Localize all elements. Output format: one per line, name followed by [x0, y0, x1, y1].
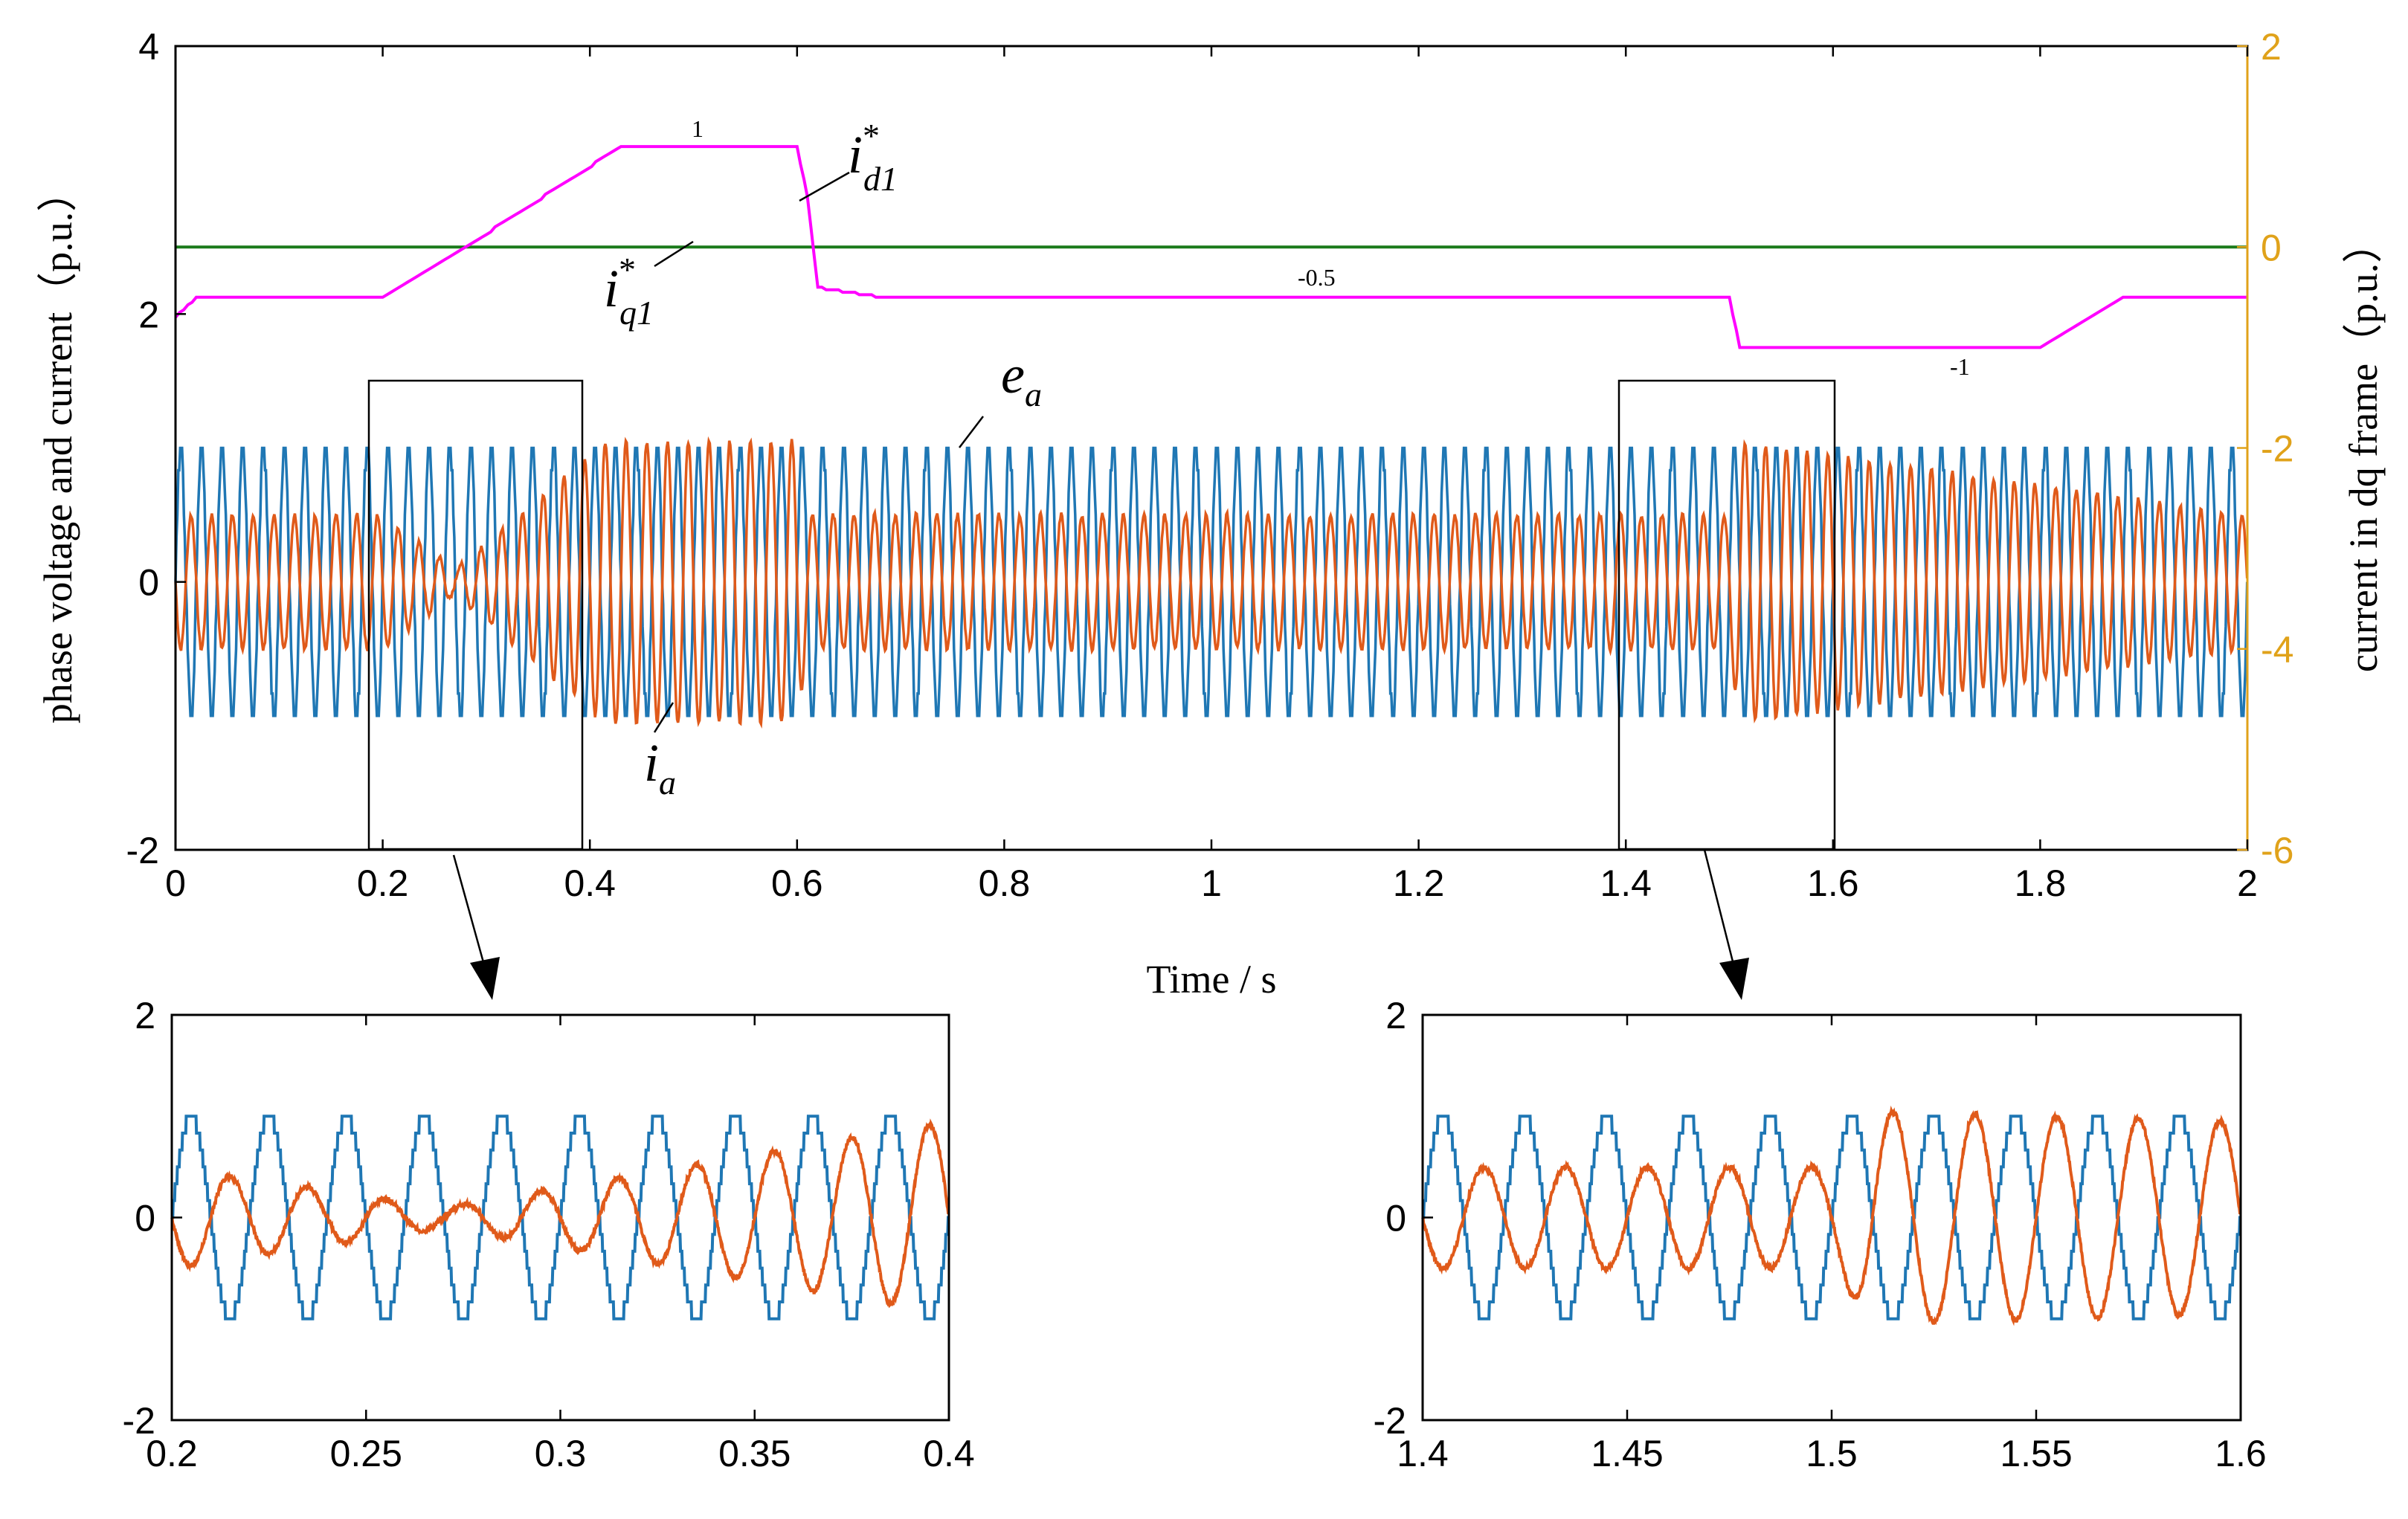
- label-ea: ea: [1001, 345, 1042, 413]
- main-y-tick-label-1: 0: [138, 562, 159, 604]
- main-chart: 0 0.2 0.4 0.6 0.8 1 1.2 1.4 1.6 1.8 2-2024-6-4-202…: [36, 26, 2386, 1002]
- zoom1-x-tick-label-0: 0.2: [146, 1433, 198, 1474]
- data-label-minus-1: -1: [1950, 353, 1970, 380]
- main-x-tick-label-0: 0: [165, 862, 186, 904]
- main-x-tick-label-9: 1.8: [2015, 862, 2067, 904]
- main-x-tick-label-5: 1: [1201, 862, 1222, 904]
- zoom-box-2: [1617, 379, 1836, 851]
- zoom2-x-tick-label-1: 1.45: [1591, 1433, 1663, 1474]
- zoom1-x-tick-label-1: 0.25: [330, 1433, 402, 1474]
- main-y-right-tick-label-1: -4: [2261, 629, 2293, 671]
- x-axis-label: Time / s: [1146, 957, 1276, 1002]
- zoom1-x-tick-label-3: 0.35: [718, 1433, 791, 1474]
- zoom2-x-tick-label-2: 1.5: [1806, 1433, 1858, 1474]
- zoom-box-1: [367, 379, 584, 851]
- zoom1-y-tick-label-2: 2: [135, 995, 155, 1036]
- iq1-leader-line: [654, 240, 694, 268]
- main-y-tick-label-3: 4: [138, 26, 159, 68]
- main-x-tick-label-3: 0.6: [771, 862, 823, 904]
- zoom-arrow-2: [1703, 849, 1749, 1000]
- label-iq1-star: i* q1: [604, 251, 654, 332]
- main-x-tick-label-4: 0.8: [979, 862, 1031, 904]
- zoom1-x-tick-label-2: 0.3: [535, 1433, 587, 1474]
- id1-ref-line: [174, 145, 2247, 349]
- main-x-tick-label-2: 0.4: [564, 862, 616, 904]
- zoom1-current-ia-line: [170, 1118, 950, 1309]
- main-x-tick-label-6: 1.2: [1393, 862, 1445, 904]
- label-id1-star: i* d1: [848, 117, 898, 198]
- label-ia: ia: [644, 733, 676, 802]
- main-current-ia-line: [174, 436, 2249, 729]
- zoom2-y-tick-label-0: -2: [1374, 1400, 1406, 1442]
- zoom1-x-tick-label-4: 0.4: [923, 1433, 975, 1474]
- main-y-tick-label-0: -2: [126, 830, 159, 871]
- id1-leader-line: [799, 171, 850, 202]
- main-y-right-tick-label-2: -2: [2261, 428, 2293, 470]
- main-y-right-tick-label-3: 0: [2261, 227, 2282, 268]
- main-plot-frame: [174, 45, 2249, 851]
- y-axis-label-right: current in dq frame（p.u.）: [2341, 223, 2386, 672]
- ia-leader-line: [653, 702, 675, 733]
- zoom-arrow-1: [452, 854, 500, 1000]
- zoom2-current-ia-line: [1421, 1105, 2241, 1326]
- ea-leader-line: [959, 416, 984, 448]
- main-y-right-tick-label-0: -6: [2261, 830, 2293, 871]
- data-label-minus-0.5: -0.5: [1298, 264, 1336, 291]
- zoom2-y-tick-label-2: 2: [1385, 995, 1406, 1036]
- data-label-1: 1: [692, 115, 704, 142]
- zoom1-y-tick-label-1: 0: [135, 1198, 155, 1239]
- main-y-right-tick-label-4: 2: [2261, 26, 2282, 68]
- zoom-chart-1: 0.2 0.25 0.3 0.35 0.4 -2 0 2: [123, 995, 975, 1474]
- zoom2-x-tick-label-4: 1.6: [2215, 1433, 2267, 1474]
- main-x-tick-label-8: 1.6: [1807, 862, 1859, 904]
- y-axis-label: phase voltage and current（p.u.）: [36, 172, 80, 723]
- zoom-chart-2: 1.4 1.45 1.5 1.55 1.6 -2 0 2: [1374, 995, 2267, 1474]
- main-x-tick-label-7: 1.4: [1600, 862, 1652, 904]
- main-x-tick-label-10: 2: [2237, 862, 2258, 904]
- main-y-tick-label-2: 2: [138, 294, 159, 335]
- main-x-tick-label-1: 0.2: [357, 862, 409, 904]
- zoom2-x-tick-label-3: 1.55: [2000, 1433, 2072, 1474]
- zoom2-y-tick-label-1: 0: [1385, 1198, 1406, 1239]
- zoom2-x-tick-label-0: 1.4: [1397, 1433, 1449, 1474]
- zoom1-y-tick-label-0: -2: [123, 1400, 155, 1442]
